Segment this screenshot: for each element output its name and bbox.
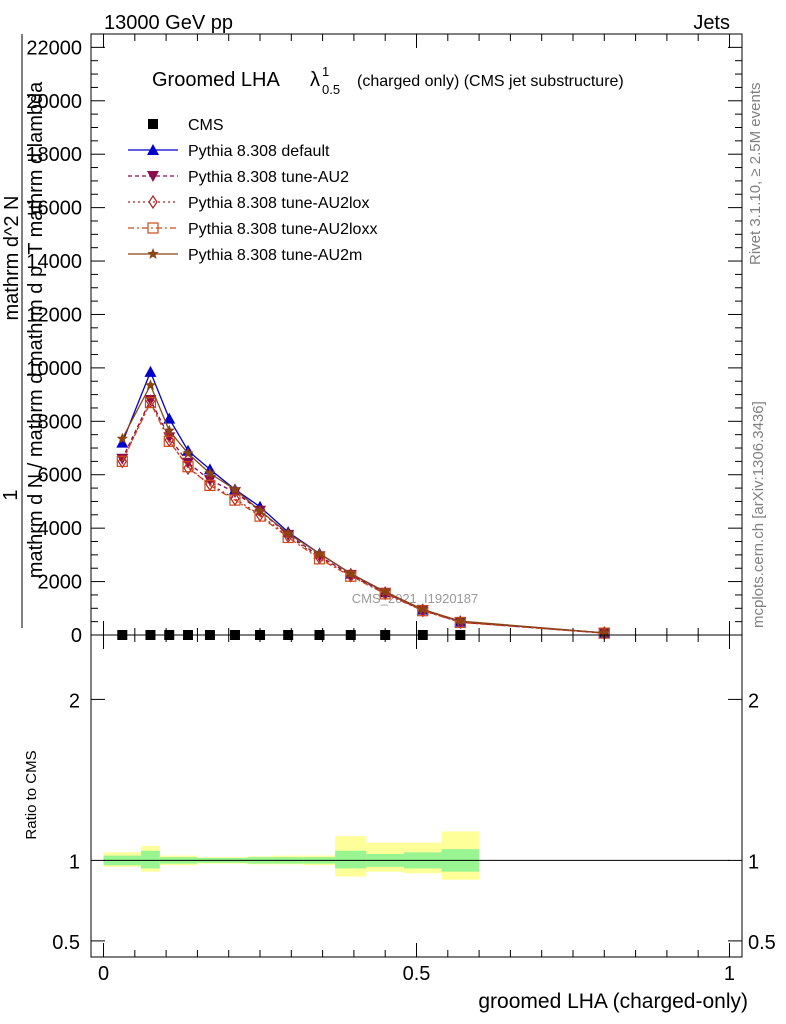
- x-axis-label: groomed LHA (charged-only): [478, 990, 748, 1013]
- y-tick-label: 22000: [26, 37, 82, 59]
- y-tick-label: 20000: [26, 91, 82, 113]
- series-au2m: [116, 379, 610, 638]
- series-line-au2loxx: [121, 401, 605, 634]
- legend-entry-au2lox: Pythia 8.308 tune-AU2lox: [128, 194, 369, 212]
- y-tick-label: 18000: [26, 144, 82, 166]
- data-point-au2loxx: [144, 397, 157, 409]
- x-tick-label: 1: [724, 963, 735, 985]
- data-point-au2m: [116, 432, 129, 444]
- x-tick-label: 0.5: [403, 963, 431, 985]
- data-point-au2m: [313, 547, 326, 559]
- y-tick-label: 0: [71, 625, 82, 647]
- ratio-frame: [90, 634, 743, 958]
- ratio-panel: 0 0.5 1 0.5 0.5 1 1 2 2 Ratio to CMS groomed LHA…: [23, 634, 776, 1013]
- legend-entry-cms: CMS: [148, 117, 224, 134]
- data-point-default: [163, 412, 176, 424]
- ratio-band-inner: [335, 850, 367, 869]
- title-suffix: (charged only) (CMS jet substructure): [357, 73, 624, 90]
- data-point-au2m: [204, 467, 216, 479]
- data-point-au2lox: [117, 454, 128, 469]
- main-y-label: 1 mathrm d^2 N mathrm d N / mathrm d mat…: [0, 34, 47, 628]
- legend-marker: [148, 194, 158, 210]
- data-point-default: [144, 365, 157, 377]
- data-point-au2loxx: [229, 494, 241, 506]
- data-point-au2m: [163, 424, 175, 436]
- rivet-label: Rivet 3.1.10, ≥ 2.5M events: [747, 83, 764, 266]
- title-main: Groomed LHA: [152, 69, 280, 91]
- data-point-au2m: [379, 585, 391, 597]
- legend-label: Pythia 8.308 tune-AU2lox: [188, 195, 369, 212]
- header-right: Jets: [693, 12, 730, 34]
- legend-marker: [147, 248, 159, 259]
- legend-entry-au2m: Pythia 8.308 tune-AU2m: [128, 247, 362, 264]
- y-tick-label: 4000: [38, 518, 83, 540]
- data-point-au2m: [254, 504, 266, 516]
- data-point-au2m: [598, 626, 610, 638]
- data-point-au2m: [282, 527, 294, 539]
- data-point-au2m: [454, 615, 467, 626]
- y-tick-label: 6000: [38, 465, 83, 487]
- title-sub: 0.5: [322, 82, 340, 97]
- data-point-au2m: [229, 483, 241, 495]
- y-tick-label: 8000: [38, 411, 83, 433]
- ratio-y-tick-label: 0.5: [52, 932, 80, 954]
- legend-label: Pythia 8.308 tune-AU2m: [188, 247, 362, 264]
- data-point-au2m: [417, 603, 429, 615]
- data-point-au2loxx: [116, 455, 128, 467]
- chart-title: Groomed LHA λ 1 0.5 (charged only) (CMS …: [152, 64, 624, 97]
- data-point-au2m: [345, 567, 357, 579]
- watermark: CMS_2021_I1920187: [352, 591, 479, 606]
- data-point-au2m: [144, 379, 157, 391]
- title-sup: 1: [322, 64, 329, 79]
- main-y-axis: 0 2000 4000 6000 8000 10000 12000 14000 16000 180…: [26, 33, 742, 647]
- ratio-y-label: Ratio to CMS: [23, 750, 40, 839]
- series-layer: [116, 365, 611, 641]
- legend-marker: [147, 222, 159, 234]
- data-point-au2m: [182, 447, 194, 459]
- data-point-default: [116, 436, 129, 448]
- legend: CMS Pythia 8.308 default Pythia 8.308 tune…: [128, 117, 377, 264]
- ratio-band-inner: [141, 850, 160, 869]
- ratio-y-tick-label-right: 2: [748, 690, 759, 712]
- data-point-au2loxx: [163, 435, 175, 447]
- legend-entry-au2: Pythia 8.308 tune-AU2: [128, 169, 349, 186]
- y-tick-label: 16000: [26, 198, 82, 220]
- ylabel-frac-num: mathrm d^2 N: [1, 196, 23, 321]
- legend-entry-default: Pythia 8.308 default: [128, 143, 330, 160]
- data-point-au2loxx: [182, 461, 194, 473]
- legend-entry-au2loxx: Pythia 8.308 tune-AU2loxx: [128, 221, 377, 238]
- ratio-y-tick-label: 1: [69, 851, 80, 873]
- ratio-y-tick-label-right: 1: [748, 851, 759, 873]
- data-point-au2: [182, 457, 195, 469]
- y-tick-label: 10000: [26, 358, 82, 380]
- legend-marker: [147, 171, 159, 182]
- legend-marker: [148, 119, 158, 129]
- ratio-bands: [103, 831, 730, 880]
- legend-label: Pythia 8.308 default: [188, 143, 330, 160]
- data-point-au2loxx: [204, 479, 216, 492]
- legend-marker: [147, 144, 159, 155]
- ratio-axes: 0 0.5 1 0.5 0.5 1 1 2 2: [52, 635, 776, 985]
- x-tick-label: 0: [98, 963, 109, 985]
- ylabel-numerator: 1: [0, 489, 22, 500]
- data-point-au2lox: [183, 460, 193, 476]
- ylabel-denominator: mathrm d N / mathrm d mathrm d p_T mathr…: [25, 81, 47, 578]
- header-left: 13000 GeV pp: [104, 12, 233, 34]
- main-panel: 0 2000 4000 6000 8000 10000 12000 14000 16000 180…: [26, 33, 743, 647]
- y-tick-label: 12000: [26, 304, 82, 326]
- title-lambda: λ: [310, 69, 320, 91]
- ratio-y-tick-label-right: 0.5: [748, 932, 776, 954]
- y-tick-label: 2000: [38, 572, 83, 594]
- legend-label: Pythia 8.308 tune-AU2: [188, 169, 349, 186]
- mcplots-label: mcplots.cern.ch [arXiv:1306.3436]: [750, 401, 767, 628]
- ratio-y-tick-label: 2: [69, 690, 80, 712]
- legend-label: CMS: [188, 117, 224, 134]
- legend-label: Pythia 8.308 tune-AU2loxx: [188, 221, 377, 238]
- y-tick-label: 14000: [26, 251, 82, 273]
